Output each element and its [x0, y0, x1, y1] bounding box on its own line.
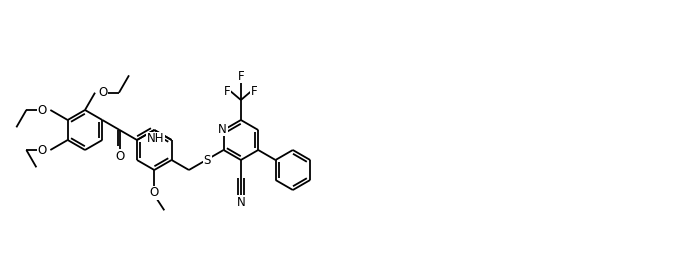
- Text: O: O: [150, 187, 159, 199]
- Text: O: O: [115, 150, 125, 162]
- Text: O: O: [37, 144, 46, 156]
- Text: O: O: [37, 104, 46, 116]
- Text: F: F: [251, 85, 258, 98]
- Text: NH: NH: [147, 132, 164, 146]
- Text: N: N: [237, 196, 245, 209]
- Text: S: S: [204, 153, 211, 166]
- Text: F: F: [224, 85, 231, 98]
- Text: F: F: [237, 70, 244, 82]
- Text: O: O: [98, 86, 107, 99]
- Text: N: N: [218, 122, 227, 135]
